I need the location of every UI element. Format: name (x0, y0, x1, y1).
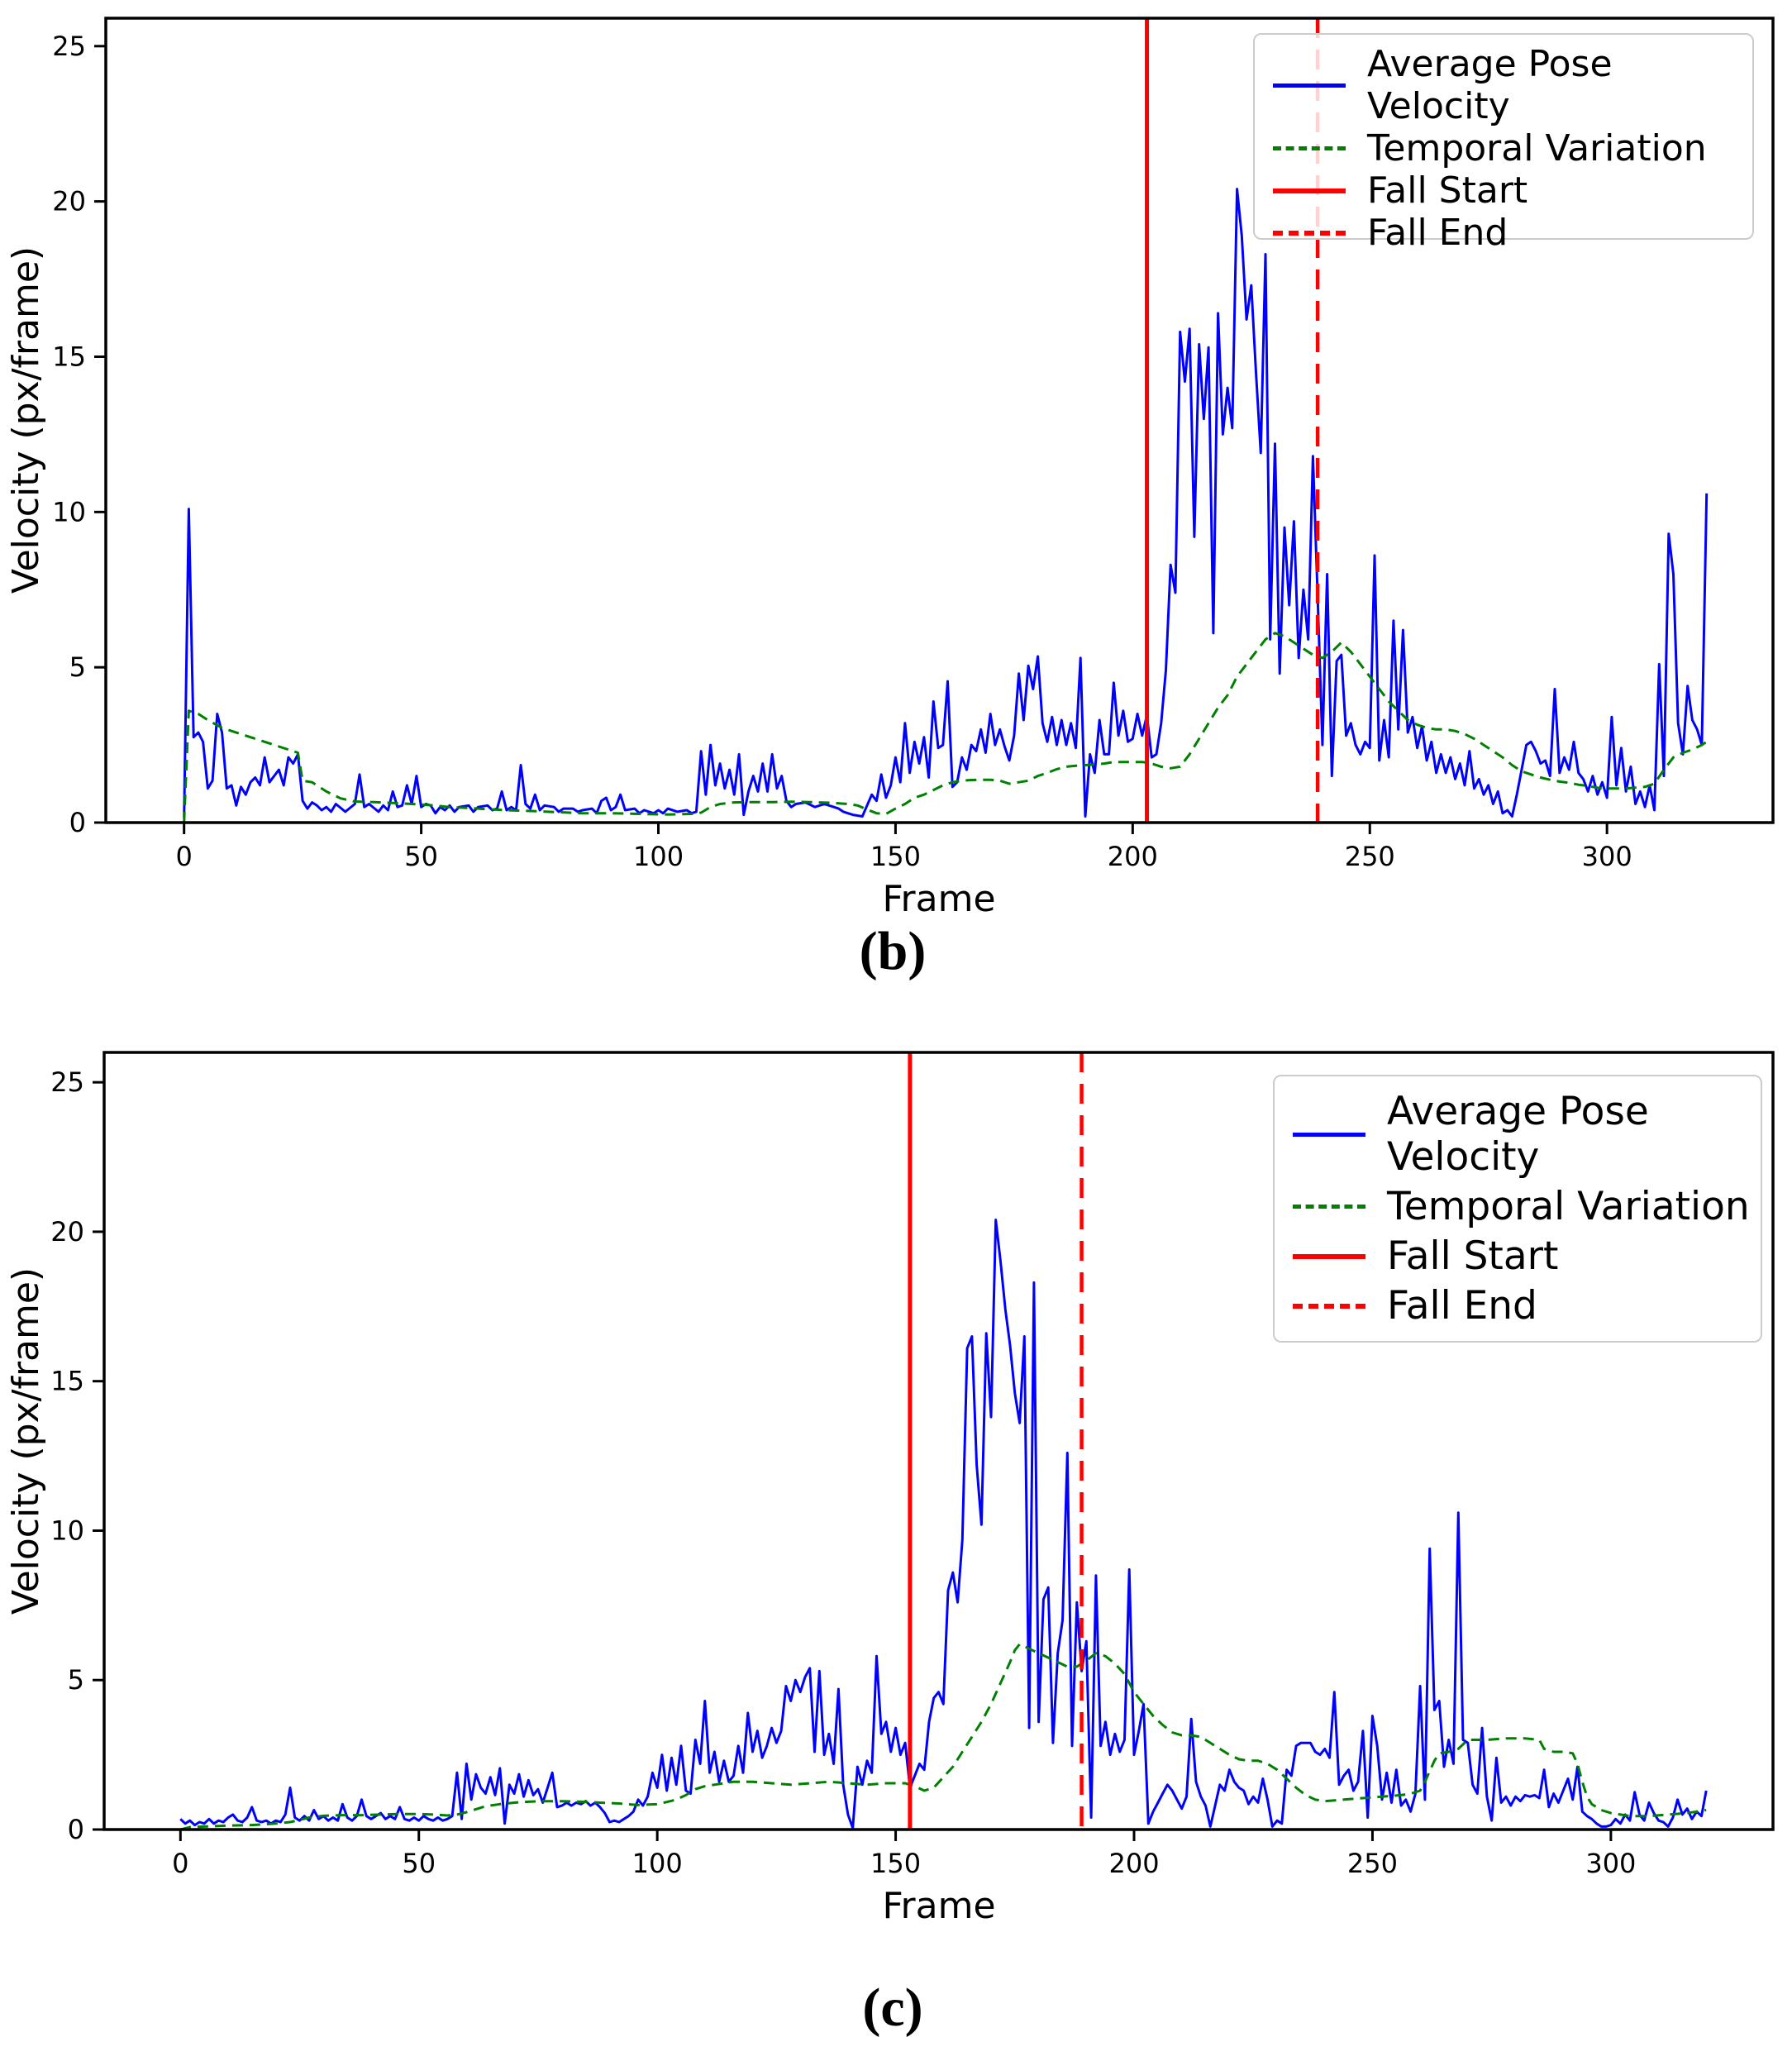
red-dashed-line-icon (1273, 230, 1346, 236)
x-tick-label: 50 (402, 1848, 436, 1879)
legend-label: Temporal Variation (1367, 127, 1707, 169)
series-temporal-variation (183, 632, 1708, 823)
x-tick-label: 100 (633, 841, 684, 872)
legend-item-avg-pose-velocity: Average Pose Velocity (1275, 1089, 1761, 1180)
axes-spines (104, 17, 1775, 824)
chart-c-xlabel: Frame (882, 1885, 995, 1927)
chart-b-legend: Average Pose Velocity Temporal Variation… (1253, 33, 1754, 254)
y-tick-label: 0 (69, 807, 86, 838)
chart-b-plot-area: 0 50 100 150 200 250 300 0 5 10 15 20 25 (52, 17, 1775, 872)
legend-label: Fall Start (1367, 169, 1528, 212)
green-dashed-line-icon (1293, 1205, 1365, 1209)
blue-solid-line-icon (1273, 83, 1346, 88)
y-tick-label: 5 (69, 651, 86, 683)
chart-c-canvas: 0 50 100 150 200 250 300 0 5 10 15 20 25 Frame Veloc… (5, 1051, 1775, 2038)
chart-c-legend: Average Pose Velocity Temporal Variation… (1273, 1075, 1762, 1343)
axes-spines (102, 1051, 1775, 1831)
x-tick-label: 100 (632, 1848, 683, 1879)
y-tick-label: 20 (52, 186, 86, 217)
legend-item-fall-end: Fall End (1255, 212, 1752, 254)
x-tick-label: 200 (1108, 1848, 1159, 1879)
y-tick-label: 15 (50, 1366, 84, 1397)
legend-item-fall-end: Fall End (1275, 1283, 1761, 1329)
legend-label: Average Pose Velocity (1367, 43, 1613, 127)
x-tick-label: 0 (172, 1848, 188, 1879)
legend-label: Fall End (1367, 212, 1508, 254)
legend-item-avg-pose-velocity: Average Pose Velocity (1255, 43, 1752, 127)
chart-b-ylabel: Velocity (px/frame) (5, 246, 47, 594)
y-tick-label: 20 (50, 1216, 84, 1248)
y-tick-label: 25 (50, 1066, 84, 1098)
panel-caption-c: (c) (862, 1978, 922, 2038)
red-solid-line-icon (1293, 1253, 1365, 1259)
chart-b-canvas: 0 50 100 150 200 250 300 0 5 10 15 20 25 Frame Veloc… (5, 17, 1775, 981)
x-tick-label: 300 (1582, 841, 1632, 872)
series-temporal-variation (179, 1643, 1707, 1831)
red-solid-line-icon (1273, 188, 1346, 193)
series-average-pose-velocity (183, 188, 1709, 818)
chart-c-ylabel: Velocity (px/frame) (5, 1267, 47, 1615)
legend-item-temporal-variation: Temporal Variation (1255, 127, 1752, 169)
chart-b-xlabel: Frame (882, 878, 995, 920)
chart-c-plot-area: 0 50 100 150 200 250 300 0 5 10 15 20 25 (50, 1051, 1775, 1879)
y-tick-label: 5 (68, 1664, 84, 1696)
x-tick-label: 250 (1347, 1848, 1398, 1879)
x-tick-label: 0 (176, 841, 193, 872)
y-tick-label: 10 (50, 1515, 84, 1546)
y-tick-label: 10 (52, 496, 86, 527)
legend-label: Average Pose Velocity (1387, 1089, 1649, 1180)
red-dashed-line-icon (1293, 1303, 1365, 1309)
x-tick-label: 250 (1345, 841, 1395, 872)
x-tick-label: 200 (1108, 841, 1158, 872)
x-tick-label: 300 (1585, 1848, 1636, 1879)
y-tick-label: 25 (52, 31, 86, 62)
series-average-pose-velocity (179, 1219, 1708, 1830)
legend-item-fall-start: Fall Start (1275, 1233, 1761, 1279)
panel-caption-b: (b) (860, 921, 927, 981)
blue-solid-line-icon (1293, 1132, 1365, 1137)
x-tick-label: 50 (404, 841, 438, 872)
legend-label: Fall End (1387, 1283, 1537, 1329)
y-tick-label: 15 (52, 341, 86, 372)
legend-label: Temporal Variation (1387, 1184, 1750, 1229)
y-tick-label: 0 (68, 1814, 84, 1845)
x-tick-label: 150 (870, 1848, 921, 1879)
legend-item-fall-start: Fall Start (1255, 169, 1752, 212)
legend-label: Fall Start (1387, 1233, 1559, 1279)
legend-item-temporal-variation: Temporal Variation (1275, 1184, 1761, 1229)
x-tick-label: 150 (870, 841, 921, 872)
green-dashed-line-icon (1273, 146, 1346, 150)
